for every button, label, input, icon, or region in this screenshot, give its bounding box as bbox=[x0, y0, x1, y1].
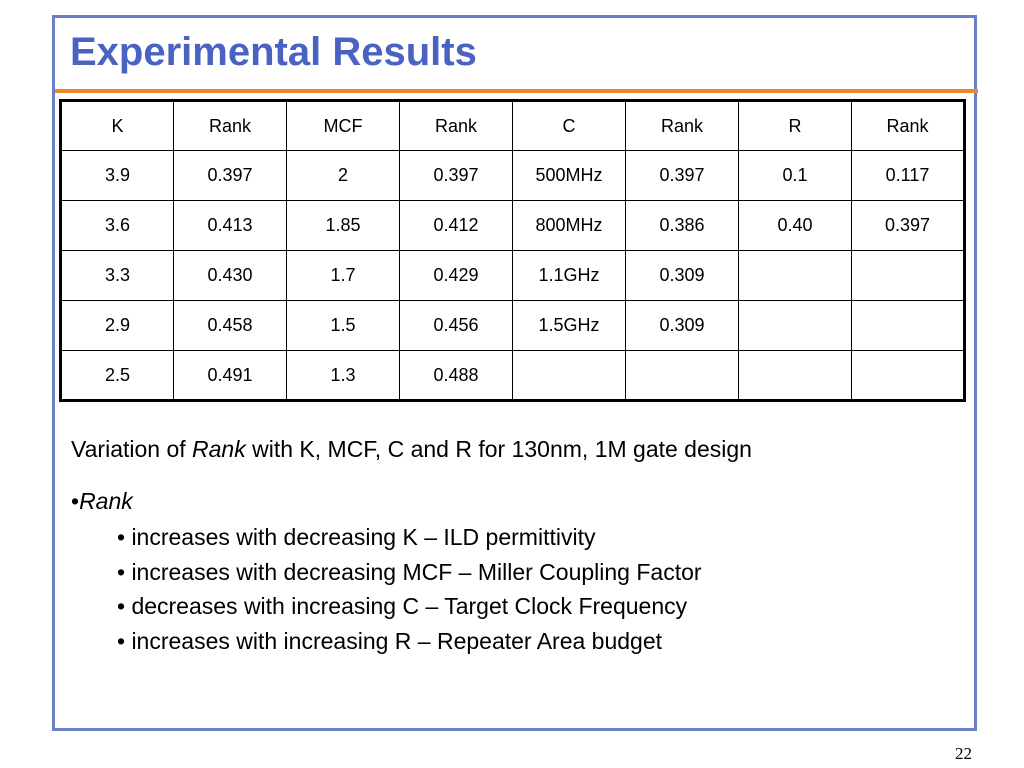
table-cell bbox=[625, 350, 739, 401]
header-cell: K bbox=[60, 100, 174, 151]
table-cell: 1.85 bbox=[286, 200, 400, 251]
table-cell: 1.5GHz bbox=[512, 300, 626, 351]
table-cell: 800MHz bbox=[512, 200, 626, 251]
table-cell: 0.491 bbox=[173, 350, 287, 401]
slide-title: Experimental Results bbox=[70, 30, 477, 74]
table-cell: 0.397 bbox=[851, 200, 965, 251]
results-table: K Rank MCF Rank C Rank R Rank 3.9 0.397 … bbox=[59, 99, 966, 402]
table-cell: 3.3 bbox=[60, 250, 174, 301]
table-cell: 0.456 bbox=[399, 300, 513, 351]
table-cell: 2.5 bbox=[60, 350, 174, 401]
table-cell: 3.9 bbox=[60, 150, 174, 201]
caption-suffix: with K, MCF, C and R for 130nm, 1M gate … bbox=[245, 436, 752, 462]
list-item: • decreases with increasing C – Target C… bbox=[117, 593, 688, 619]
caption-prefix: Variation of bbox=[71, 436, 193, 462]
table-cell: 1.1GHz bbox=[512, 250, 626, 301]
table-cell: 2.9 bbox=[60, 300, 174, 351]
table-cell bbox=[738, 250, 852, 301]
table-cell: 0.412 bbox=[399, 200, 513, 251]
header-cell: Rank bbox=[399, 100, 513, 151]
main-bullet-label: Rank bbox=[79, 488, 133, 514]
page-number: 22 bbox=[955, 744, 972, 763]
header-cell: MCF bbox=[286, 100, 400, 151]
table-cell: 0.309 bbox=[625, 250, 739, 301]
list-item: • increases with increasing R – Repeater… bbox=[117, 627, 663, 654]
table-cell: 0.430 bbox=[173, 250, 287, 301]
table-cell bbox=[738, 350, 852, 401]
table-row: 3.3 0.430 1.7 0.429 1.1GHz 0.309 bbox=[60, 250, 965, 301]
header-cell: R bbox=[738, 100, 852, 151]
title-underline bbox=[55, 89, 978, 93]
list-item: • increases with decreasing K – ILD perm… bbox=[117, 524, 596, 550]
table-cell: 0.386 bbox=[625, 200, 739, 251]
table-cell: 3.6 bbox=[60, 200, 174, 251]
table-cell: 1.5 bbox=[286, 300, 400, 351]
header-cell: Rank bbox=[625, 100, 739, 151]
table-row: 3.9 0.397 2 0.397 500MHz 0.397 0.1 0.117 bbox=[60, 150, 965, 201]
sub-bullet-list: • increases with decreasing K – ILD perm… bbox=[117, 520, 702, 658]
table-caption: Variation of Rank with K, MCF, C and R f… bbox=[71, 436, 752, 463]
table-row: 3.6 0.413 1.85 0.412 800MHz 0.386 0.40 0… bbox=[60, 200, 965, 251]
table-cell bbox=[738, 300, 852, 351]
table-header-row: K Rank MCF Rank C Rank R Rank bbox=[60, 100, 965, 151]
table-cell bbox=[851, 300, 965, 351]
table-cell: 2 bbox=[286, 150, 400, 201]
header-cell: Rank bbox=[851, 100, 965, 151]
table-cell: 0.413 bbox=[173, 200, 287, 251]
table-cell: 500MHz bbox=[512, 150, 626, 201]
table-row: 2.5 0.491 1.3 0.488 bbox=[60, 350, 965, 401]
table-cell: 1.7 bbox=[286, 250, 400, 301]
table-cell: 0.117 bbox=[851, 150, 965, 201]
header-cell: Rank bbox=[173, 100, 287, 151]
table-cell: 0.397 bbox=[625, 150, 739, 201]
table-row: 2.9 0.458 1.5 0.456 1.5GHz 0.309 bbox=[60, 300, 965, 351]
slide-frame bbox=[52, 15, 977, 731]
table-cell: 0.397 bbox=[399, 150, 513, 201]
table-cell: 0.1 bbox=[738, 150, 852, 201]
table-cell: 0.40 bbox=[738, 200, 852, 251]
table-cell bbox=[851, 250, 965, 301]
caption-emphasis: Rank bbox=[192, 436, 246, 462]
table-cell: 0.458 bbox=[173, 300, 287, 351]
table-cell bbox=[851, 350, 965, 401]
table-cell: 0.309 bbox=[625, 300, 739, 351]
table-cell: 1.3 bbox=[286, 350, 400, 401]
header-cell: C bbox=[512, 100, 626, 151]
table-cell: 0.397 bbox=[173, 150, 287, 201]
table-cell: 0.488 bbox=[399, 350, 513, 401]
list-item: • increases with decreasing MCF – Miller… bbox=[117, 558, 702, 585]
table-cell bbox=[512, 350, 626, 401]
table-cell: 0.429 bbox=[399, 250, 513, 301]
main-bullet: •Rank bbox=[71, 488, 133, 515]
bullet-marker: • bbox=[71, 488, 80, 514]
